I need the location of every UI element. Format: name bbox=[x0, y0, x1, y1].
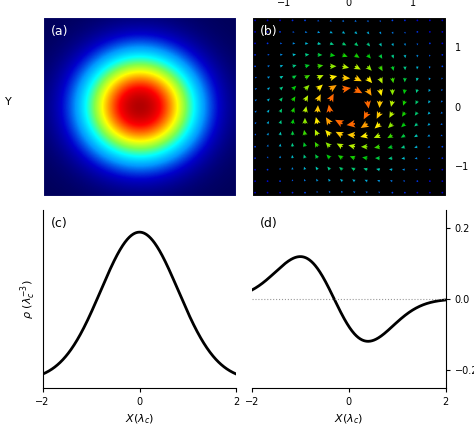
X-axis label: $X(\lambda_c)$: $X(\lambda_c)$ bbox=[125, 412, 154, 426]
Y-axis label: Y: Y bbox=[5, 96, 12, 106]
X-axis label: $X(\lambda_c)$: $X(\lambda_c)$ bbox=[334, 412, 363, 426]
Text: (c): (c) bbox=[50, 217, 67, 230]
Text: (d): (d) bbox=[260, 217, 277, 230]
Y-axis label: $\rho\ (\lambda_c^{-3})$: $\rho\ (\lambda_c^{-3})$ bbox=[19, 279, 38, 319]
Text: (b): (b) bbox=[260, 24, 277, 37]
Text: (a): (a) bbox=[50, 24, 68, 37]
